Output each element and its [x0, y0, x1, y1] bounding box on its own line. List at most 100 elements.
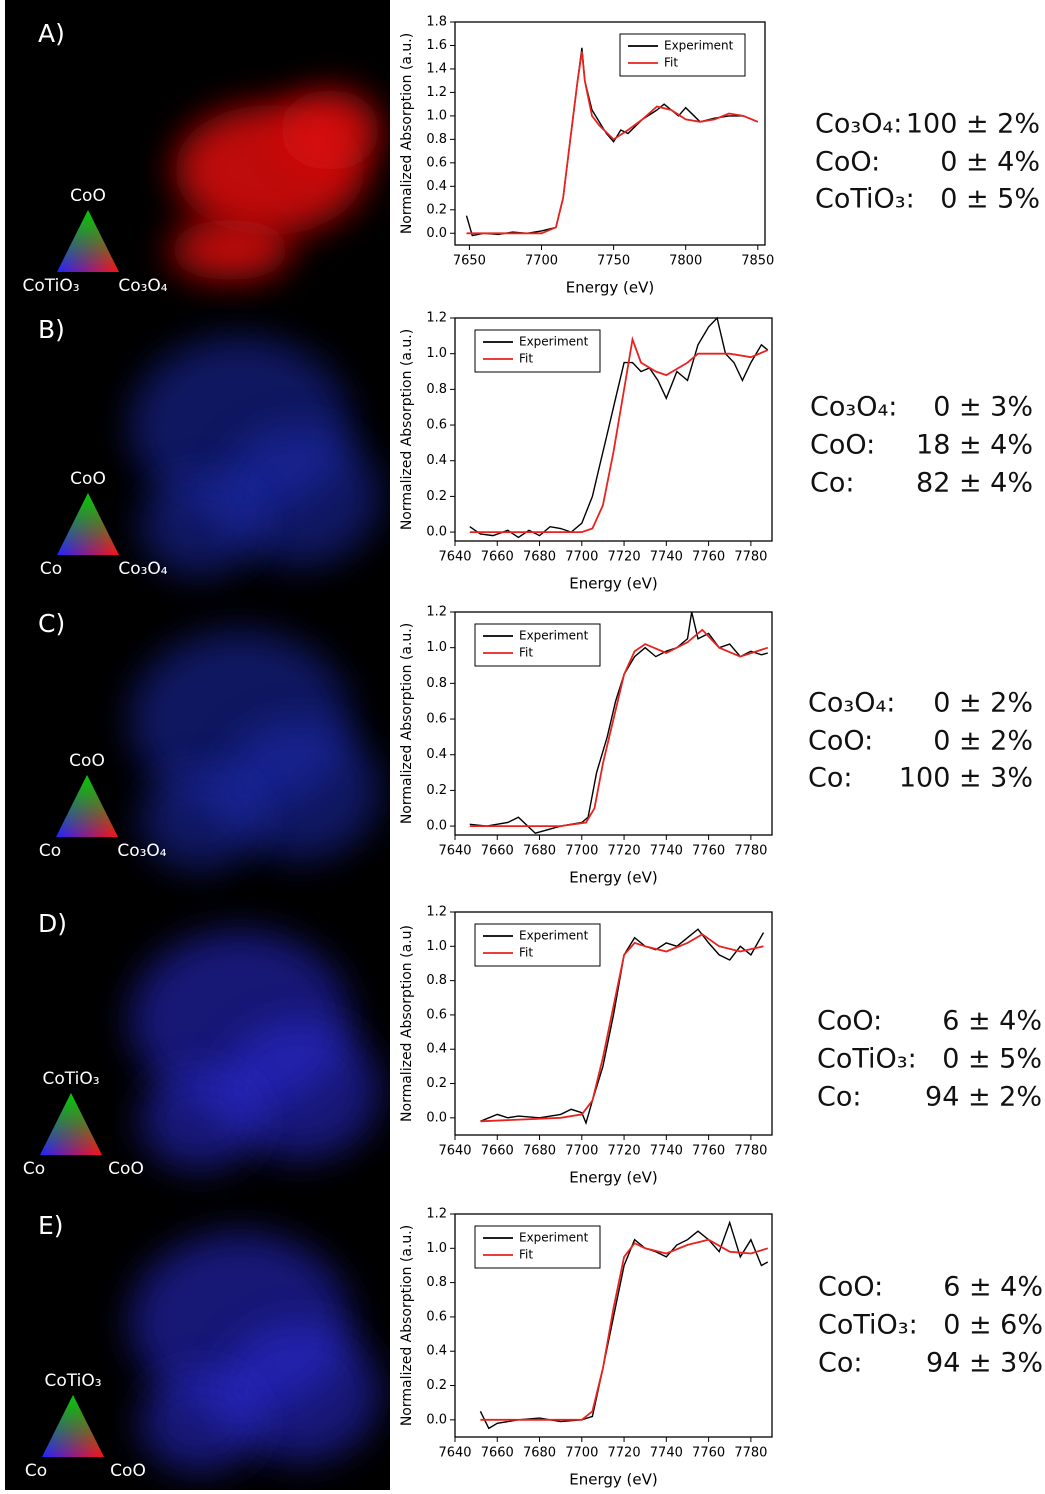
triangle-right-label: Co₃O₄ [117, 841, 166, 861]
x-tick-label: 7780 [734, 844, 767, 859]
y-tick-label: 0.6 [426, 712, 447, 727]
y-tick-label: 0.6 [426, 1007, 447, 1022]
triangle-right-label: CoO [108, 1159, 144, 1179]
y-tick-label: 0.2 [426, 489, 447, 504]
composition-name: Co₃O₄: [808, 688, 895, 719]
map-blob [140, 476, 260, 576]
x-axis-label: Energy (eV) [569, 575, 657, 593]
y-tick-label: 0.6 [426, 1309, 447, 1324]
map-blob [140, 1070, 260, 1170]
y-tick-label: 0.4 [426, 1344, 447, 1359]
composition-name: Co: [818, 1348, 862, 1379]
x-axis-label: Energy (eV) [566, 279, 654, 297]
triangle-top-label: CoTiO₃ [44, 1371, 101, 1391]
series-line [480, 928, 765, 1126]
composition-name: CoTiO₃: [815, 184, 915, 215]
y-tick-label: 0.2 [426, 783, 447, 798]
y-tick-label: 1.0 [426, 108, 447, 123]
composition-value: 82 ± 4% [916, 468, 1033, 499]
map-blob [220, 426, 380, 566]
y-tick-label: 0.8 [426, 973, 447, 988]
composition-name: CoO: [810, 430, 875, 461]
panel-label: E) [38, 1211, 64, 1240]
triangle-right-label: CoO [110, 1461, 146, 1481]
y-tick-label: 1.2 [426, 1207, 447, 1222]
legend-label: Fit [519, 352, 533, 366]
composition-value: 0 ± 2% [933, 688, 1033, 719]
legend-box [474, 623, 601, 667]
y-tick-label: 0.0 [426, 1110, 447, 1125]
legend-label: Experiment [519, 335, 589, 349]
x-axis-label: Energy (eV) [569, 1169, 657, 1187]
series-line [469, 611, 768, 834]
map-blob [140, 1372, 260, 1472]
map-blob [220, 1020, 380, 1160]
chart: 0.0 0.2 0.4 0.6 0.8 1.0 1.2 7640 7660 7680 7700 772… [399, 905, 773, 1187]
x-tick-label: 7660 [481, 1446, 514, 1461]
x-tick-label: 7740 [650, 844, 683, 859]
map-blob [220, 1322, 380, 1462]
y-tick-label: 0.8 [426, 132, 447, 147]
y-tick-label: 0.2 [426, 1076, 447, 1091]
composition-name: CoTiO₃: [817, 1044, 917, 1075]
x-tick-label: 7700 [525, 254, 558, 269]
x-tick-label: 7700 [565, 844, 598, 859]
series-line [480, 1238, 769, 1421]
y-tick-label: 1.2 [426, 905, 447, 920]
composition-name: Co: [808, 763, 852, 794]
y-tick-label: 0.8 [426, 676, 447, 691]
y-tick-label: 1.2 [426, 311, 447, 326]
legend-label: Experiment [519, 929, 589, 943]
x-tick-label: 7720 [608, 1144, 641, 1159]
triangle-top-label: CoTiO₃ [42, 1069, 99, 1089]
y-tick-label: 1.0 [426, 939, 447, 954]
composition-value: 0 ± 4% [940, 147, 1040, 178]
y-tick-label: 0.0 [426, 525, 447, 540]
x-tick-label: 7700 [565, 1446, 598, 1461]
y-tick-label: 0.4 [426, 179, 447, 194]
composition-name: CoTiO₃: [818, 1310, 918, 1341]
triangle-top-label: CoO [69, 751, 105, 771]
composition-value: 100 ± 2% [906, 109, 1040, 140]
composition-value: 0 ± 5% [940, 184, 1040, 215]
triangle-left-label: CoTiO₃ [22, 276, 79, 296]
triangle-left-label: Co [25, 1461, 47, 1481]
x-tick-label: 7660 [481, 844, 514, 859]
composition-value: 94 ± 2% [925, 1082, 1042, 1113]
x-tick-label: 7680 [523, 1144, 556, 1159]
x-tick-label: 7700 [565, 1144, 598, 1159]
plot-frame [454, 317, 773, 542]
legend-box [474, 923, 601, 967]
y-tick-label: 0.0 [426, 819, 447, 834]
y-axis-label: Normalized Absorption (a.u) [399, 925, 415, 1122]
x-tick-label: 7640 [438, 1446, 471, 1461]
y-tick-label: 0.2 [426, 202, 447, 217]
legend-box [474, 1225, 601, 1269]
chart: 0.0 0.2 0.4 0.6 0.8 1.0 1.2 1.4 1.6 1.8 7650 7700 77… [399, 15, 774, 297]
composition-value: 6 ± 4% [942, 1006, 1042, 1037]
y-tick-label: 1.2 [426, 605, 447, 620]
y-tick-label: 0.4 [426, 453, 447, 468]
panel-label: B) [38, 315, 65, 344]
x-tick-label: 7760 [692, 550, 725, 565]
x-tick-label: 7640 [438, 844, 471, 859]
composition-value: 0 ± 6% [943, 1310, 1043, 1341]
composition-name: Co₃O₄: [815, 109, 902, 140]
x-tick-label: 7760 [692, 1446, 725, 1461]
x-tick-label: 7760 [692, 844, 725, 859]
y-tick-label: 1.0 [426, 1241, 447, 1256]
y-tick-label: 1.0 [426, 640, 447, 655]
composition-value: 6 ± 4% [943, 1272, 1043, 1303]
x-axis-label: Energy (eV) [569, 1471, 657, 1489]
x-tick-label: 7740 [650, 1446, 683, 1461]
x-tick-label: 7850 [741, 254, 774, 269]
x-tick-label: 7660 [481, 550, 514, 565]
legend-box [619, 33, 746, 77]
legend-label: Fit [519, 1248, 533, 1262]
triangle-left-label: Co [40, 559, 62, 579]
x-tick-label: 7760 [692, 1144, 725, 1159]
composition-name: Co₃O₄: [810, 392, 897, 423]
legend-label: Fit [519, 646, 533, 660]
triangle-legend-top [40, 1093, 102, 1155]
composition-value: 18 ± 4% [916, 430, 1033, 461]
